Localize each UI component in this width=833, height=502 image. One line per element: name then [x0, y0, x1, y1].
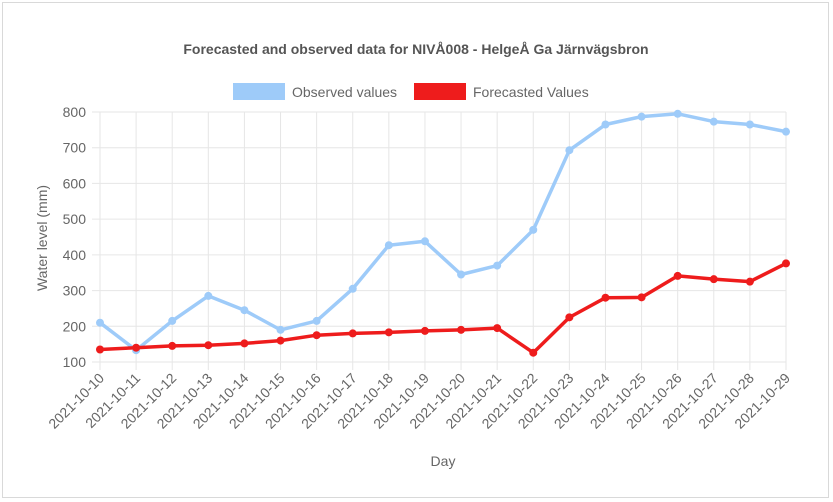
- forecasted-point[interactable]: [168, 341, 177, 350]
- series-line-observed: [98, 112, 788, 352]
- y-tick-label: 700: [63, 140, 87, 156]
- y-tick-label: 800: [63, 104, 87, 120]
- observed-point[interactable]: [565, 146, 574, 155]
- y-axis-title: Water level (mm): [34, 185, 50, 291]
- y-tick-label: 500: [63, 211, 87, 227]
- forecasted-point[interactable]: [673, 271, 682, 280]
- observed-point[interactable]: [420, 237, 429, 246]
- chart-title: Forecasted and observed data for NIVÅ008…: [183, 41, 648, 57]
- y-tick-label: 300: [63, 283, 87, 299]
- forecasted-point[interactable]: [709, 275, 718, 284]
- x-axis-title: Day: [431, 453, 456, 469]
- forecasted-point[interactable]: [782, 259, 790, 268]
- forecasted-point[interactable]: [745, 277, 754, 286]
- series-layer: [96, 109, 790, 357]
- forecasted-point[interactable]: [96, 345, 104, 354]
- series-line-forecasted: [98, 261, 788, 355]
- observed-point[interactable]: [96, 318, 104, 327]
- legend-label-observed: Observed values: [292, 84, 397, 100]
- forecasted-point[interactable]: [601, 293, 610, 302]
- forecasted-point[interactable]: [420, 326, 429, 335]
- y-tick-label: 200: [63, 318, 87, 334]
- observed-point[interactable]: [637, 112, 646, 121]
- y-tick-label: 600: [63, 175, 87, 191]
- legend-label-forecasted: Forecasted Values: [473, 84, 589, 100]
- forecasted-point[interactable]: [276, 336, 285, 345]
- observed-point[interactable]: [745, 120, 754, 129]
- legend-item-observed[interactable]: Observed values: [233, 83, 397, 100]
- legend: Observed values Forecasted Values: [233, 83, 589, 100]
- forecasted-point[interactable]: [384, 328, 393, 337]
- forecasted-point[interactable]: [457, 325, 466, 334]
- legend-swatch-observed: [233, 83, 285, 100]
- forecasted-point[interactable]: [637, 293, 646, 302]
- forecasted-point[interactable]: [348, 329, 357, 338]
- observed-point[interactable]: [529, 225, 538, 234]
- observed-point[interactable]: [709, 117, 718, 126]
- forecasted-point[interactable]: [204, 341, 213, 350]
- forecasted-point[interactable]: [565, 313, 574, 322]
- observed-point[interactable]: [276, 325, 285, 334]
- y-tick-label: 400: [63, 247, 87, 263]
- y-axis-ticks: 100 200 300 400 500 600 700 800: [63, 104, 87, 370]
- x-axis-ticks: 2021-10-102021-10-112021-10-122021-10-13…: [45, 370, 793, 432]
- legend-item-forecasted[interactable]: Forecasted Values: [414, 83, 589, 100]
- observed-point[interactable]: [384, 241, 393, 250]
- forecasted-point[interactable]: [493, 324, 502, 333]
- observed-point[interactable]: [601, 120, 610, 129]
- grid: [92, 111, 787, 370]
- forecasted-point[interactable]: [240, 339, 249, 348]
- y-tick-label: 100: [63, 354, 87, 370]
- observed-point[interactable]: [782, 127, 790, 136]
- observed-point[interactable]: [240, 306, 249, 315]
- forecasted-point[interactable]: [312, 331, 321, 340]
- observed-point[interactable]: [457, 270, 466, 279]
- observed-point[interactable]: [493, 261, 502, 270]
- forecasted-point[interactable]: [132, 343, 141, 352]
- legend-swatch-forecasted: [414, 83, 466, 100]
- observed-point[interactable]: [312, 316, 321, 325]
- observed-point[interactable]: [168, 316, 177, 325]
- forecasted-point[interactable]: [529, 348, 538, 357]
- observed-point[interactable]: [673, 109, 682, 118]
- observed-point[interactable]: [348, 284, 357, 293]
- observed-point[interactable]: [204, 291, 213, 300]
